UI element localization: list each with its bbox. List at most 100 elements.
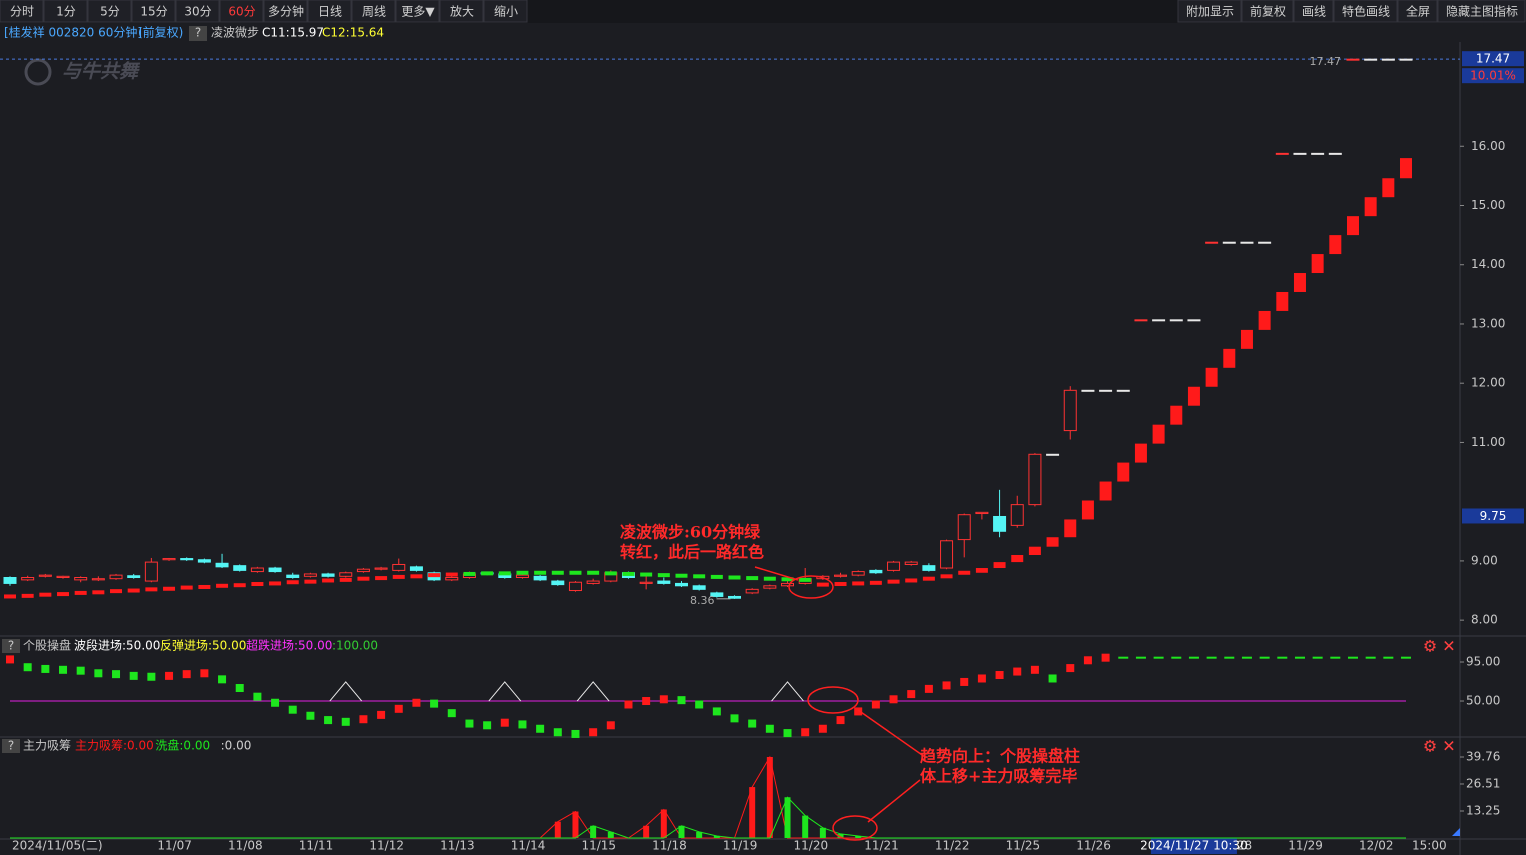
close-icon[interactable]: ✕: [1442, 737, 1455, 756]
toolbar-button[interactable]: [1437, 0, 1526, 23]
toolbar-button[interactable]: [395, 0, 440, 23]
help-box[interactable]: [2, 739, 20, 753]
bar: [819, 827, 826, 838]
toolbar-label[interactable]: 30分: [184, 5, 211, 19]
candle-body: [1028, 453, 1042, 506]
toolbar-label[interactable]: 缩小: [494, 4, 518, 19]
toolbar-button[interactable]: [175, 0, 220, 23]
stat: C11:15.97: [262, 26, 324, 40]
trend-segment: [1311, 254, 1324, 274]
candle-body: [692, 585, 706, 590]
toolbar-button[interactable]: [219, 0, 264, 23]
toolbar-button[interactable]: [0, 0, 44, 23]
toolbar-label[interactable]: 隐藏主图指标: [1446, 4, 1518, 19]
toolbar-button[interactable]: [43, 0, 88, 23]
callout-arrow: [754, 566, 799, 581]
toolbar-button[interactable]: [1333, 0, 1398, 23]
toolbar-label[interactable]: 附加显示: [1186, 5, 1234, 19]
signal-bar: [1330, 656, 1341, 659]
trend-segment: [1346, 216, 1359, 236]
bar: [802, 815, 809, 838]
signal-bar: [447, 709, 456, 718]
candle-body: [1311, 152, 1325, 155]
candle-body: [922, 565, 936, 571]
trend-segment: [834, 582, 847, 587]
trend-segment: [852, 581, 865, 586]
annotation: 凌波微步:60分钟绿: [620, 523, 761, 542]
signal-bar: [1312, 656, 1323, 659]
toolbar-label[interactable]: 15分: [140, 5, 167, 19]
toolbar-label[interactable]: 1分: [56, 5, 76, 19]
trend-segment: [993, 562, 1006, 569]
signal-bar: [1241, 656, 1252, 659]
signal-bar: [730, 714, 739, 723]
candle-body: [374, 567, 388, 570]
toolbar-label[interactable]: 特色画线: [1342, 4, 1390, 19]
toolbar-button[interactable]: [1293, 0, 1334, 23]
toolbar-button[interactable]: [87, 0, 132, 23]
callout-arrow: [867, 779, 921, 823]
signal-bar: [1101, 653, 1110, 662]
trend-segment: [1293, 273, 1306, 292]
signal-bar: [1171, 656, 1182, 659]
signal-bar: [818, 724, 827, 733]
toolbar-button[interactable]: [1241, 0, 1294, 23]
signal-bar: [76, 666, 85, 675]
toolbar-button[interactable]: [307, 0, 352, 23]
toolbar-label[interactable]: 分时: [10, 5, 34, 19]
x-tick-label: 11/22: [935, 839, 970, 853]
candle-body: [1346, 58, 1360, 61]
price-tag-label: 17.47: [1476, 52, 1510, 66]
trend-segment: [322, 578, 335, 583]
trend-segment: [905, 578, 918, 583]
toolbar-button[interactable]: [263, 0, 308, 23]
toolbar-label[interactable]: 日线: [318, 5, 342, 19]
signal-bar: [1259, 656, 1270, 659]
help-box[interactable]: [2, 639, 20, 653]
signal-bar: [253, 692, 262, 701]
candle-body: [763, 585, 777, 589]
settings-icon[interactable]: ⚙: [1423, 637, 1437, 656]
toolbar-button[interactable]: [439, 0, 484, 23]
toolbar-label[interactable]: 周线: [362, 5, 386, 19]
candle-body: [127, 575, 141, 579]
toolbar-label[interactable]: 5分: [100, 5, 120, 19]
help[interactable]: ?: [8, 739, 14, 753]
callout-ellipse: [832, 815, 878, 841]
help[interactable]: ?: [8, 639, 14, 653]
x-tick-label: 11/25: [1006, 839, 1041, 853]
toolbar-label[interactable]: 放大: [450, 4, 474, 19]
toolbar-button[interactable]: [483, 0, 528, 23]
toolbar-button[interactable]: [131, 0, 176, 23]
toolbar-label[interactable]: 多分钟: [268, 4, 304, 19]
help[interactable]: ?: [195, 26, 201, 40]
toolbar-button[interactable]: [351, 0, 396, 23]
y-tick-label: 50.00: [1466, 694, 1500, 708]
settings-icon[interactable]: ⚙: [1423, 737, 1437, 756]
signal-bar: [129, 671, 138, 680]
trend-segment: [410, 574, 423, 579]
candle-body: [887, 561, 901, 571]
bar: [607, 831, 614, 838]
candle-body: [1275, 152, 1289, 155]
toolbar-label[interactable]: 前复权: [1250, 4, 1286, 19]
cursor-tag: [1150, 838, 1237, 854]
toolbar-label[interactable]: 60分: [228, 5, 255, 19]
trend-segment: [887, 579, 900, 584]
toolbar-label[interactable]: 更多▼: [401, 5, 435, 19]
toolbar-label[interactable]: 画线: [1302, 5, 1326, 19]
candle-body: [1046, 453, 1060, 456]
signal-bar: [430, 699, 439, 708]
candle-body: [162, 558, 176, 561]
min-label: 8.36: [690, 594, 715, 607]
toolbar-label[interactable]: 全屏: [1406, 4, 1430, 19]
candle-body: [409, 566, 423, 571]
toolbar-button[interactable]: [1177, 0, 1242, 23]
close-icon[interactable]: ✕: [1442, 637, 1455, 656]
trend-segment: [1028, 546, 1041, 555]
candle-body: [657, 580, 671, 584]
candle-body: [3, 577, 17, 584]
cursor-label: 2024/11/27 10:30: [1140, 839, 1248, 853]
help-box[interactable]: [189, 26, 207, 41]
toolbar-button[interactable]: [1397, 0, 1438, 23]
